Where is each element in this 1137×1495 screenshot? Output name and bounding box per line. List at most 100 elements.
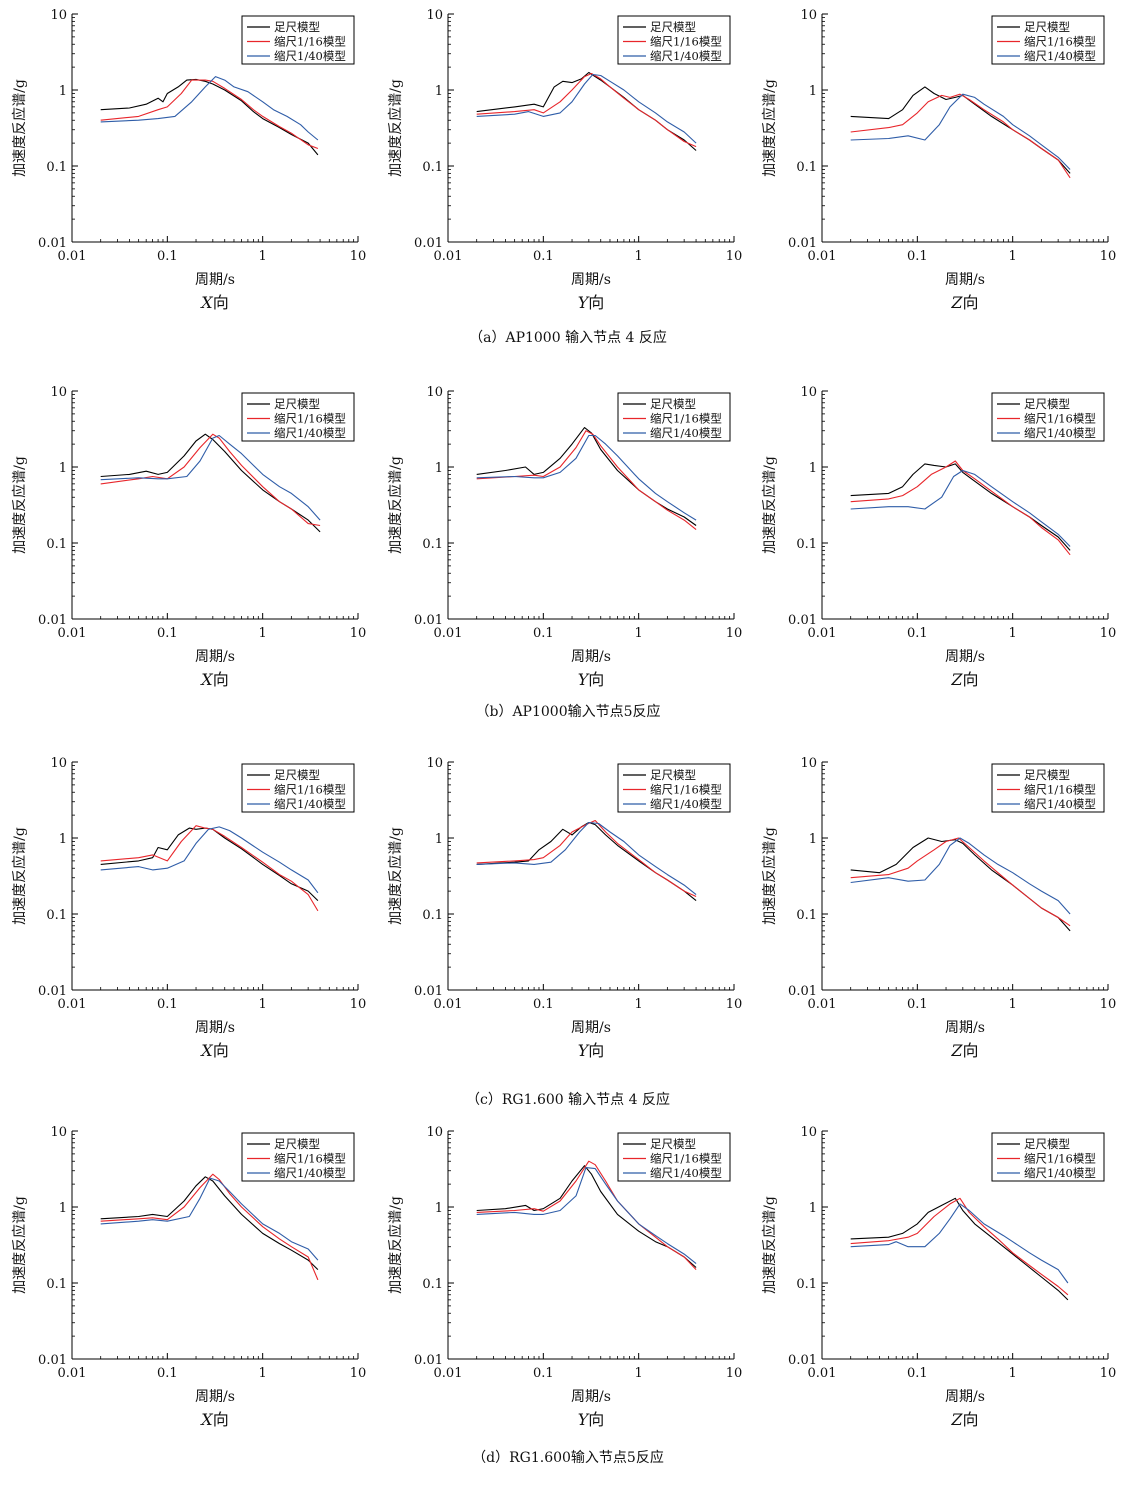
- y-tick-label: 10: [426, 385, 443, 400]
- y-tick-label: 10: [50, 385, 67, 400]
- y-tick-label: 1: [809, 84, 817, 99]
- y-tick-label: 0.01: [414, 1353, 443, 1368]
- x-tick-label: 0.1: [157, 626, 178, 641]
- series-group: [476, 819, 697, 902]
- y-tick-label: 1: [59, 84, 67, 99]
- x-tick-label: 10: [350, 249, 367, 264]
- legend-label: 缩尺1/40模型: [1024, 1166, 1096, 1180]
- x-tick-label: 0.1: [533, 249, 554, 264]
- x-tick-label: 1: [1009, 997, 1017, 1012]
- series-line: [100, 827, 319, 901]
- y-tick-label: 1: [809, 1201, 817, 1216]
- legend-label: 缩尺1/40模型: [650, 426, 722, 440]
- y-tick-label: 10: [50, 8, 67, 23]
- x-tick-label: 0.1: [533, 997, 554, 1012]
- y-axis-title: 加速度反应谱/g: [11, 456, 28, 554]
- chart-panel: 0.01 0.1 1 10 10 1 0.1 0.01 周期/s 加速度反应谱/g Z向 足尺模型缩尺…: [761, 385, 1116, 689]
- y-axis-title: 加速度反应谱/g: [387, 827, 404, 925]
- y-tick-label: 1: [435, 832, 443, 847]
- y-tick-label: 0.01: [414, 984, 443, 999]
- x-tick-label: 1: [635, 1366, 643, 1381]
- legend-label: 缩尺1/40模型: [650, 797, 722, 811]
- y-axis-title: 加速度反应谱/g: [761, 1196, 778, 1294]
- x-tick-label: 1: [635, 997, 643, 1012]
- direction-label: Z向: [950, 293, 978, 312]
- x-tick-label: 1: [259, 626, 267, 641]
- series-line: [100, 1176, 319, 1270]
- x-tick-label: 0.01: [808, 626, 837, 641]
- x-tick-label: 0.01: [808, 249, 837, 264]
- y-tick-label: 0.01: [38, 1353, 67, 1368]
- series-line: [100, 433, 321, 533]
- x-tick-label: 1: [259, 1366, 267, 1381]
- legend-label: 足尺模型: [274, 768, 320, 782]
- x-axis-title: 周期/s: [195, 1020, 235, 1036]
- x-tick-label: 0.01: [58, 997, 87, 1012]
- y-tick-label: 10: [50, 756, 67, 771]
- y-axis-title: 加速度反应谱/g: [11, 827, 28, 925]
- chart-panel: 0.01 0.1 1 10 10 1 0.1 0.01 周期/s 加速度反应谱/g X向 足尺模型缩尺…: [11, 1125, 366, 1429]
- x-tick-label: 0.01: [434, 997, 463, 1012]
- chart-panel: 0.01 0.1 1 10 10 1 0.1 0.01 周期/s 加速度反应谱/g Y向 足尺模型缩尺…: [387, 8, 742, 312]
- series-line: [850, 93, 1071, 170]
- chart-panel: 0.01 0.1 1 10 10 1 0.1 0.01 周期/s 加速度反应谱/g Z向 足尺模型缩尺…: [761, 756, 1116, 1060]
- y-tick-label: 0.1: [422, 537, 443, 552]
- legend-label: 缩尺1/40模型: [650, 49, 722, 63]
- y-axis-title: 加速度反应谱/g: [387, 79, 404, 177]
- legend-label: 缩尺1/16模型: [274, 783, 346, 797]
- legend-label: 足尺模型: [650, 20, 696, 34]
- x-tick-label: 10: [350, 1366, 367, 1381]
- legend-label: 足尺模型: [274, 20, 320, 34]
- x-tick-label: 0.1: [907, 249, 928, 264]
- y-tick-label: 10: [50, 1125, 67, 1140]
- series-line: [850, 463, 1071, 551]
- series-line: [850, 1197, 1069, 1301]
- y-tick-label: 0.1: [422, 908, 443, 923]
- chart-panel: 0.01 0.1 1 10 10 1 0.1 0.01 周期/s 加速度反应谱/g X向 足尺模型缩尺…: [11, 756, 366, 1060]
- y-axis-title: 加速度反应谱/g: [11, 1196, 28, 1294]
- y-tick-label: 10: [800, 1125, 817, 1140]
- y-tick-label: 0.01: [788, 236, 817, 251]
- x-tick-label: 1: [1009, 249, 1017, 264]
- legend-label: 缩尺1/16模型: [1024, 412, 1096, 426]
- legend-label: 缩尺1/16模型: [274, 35, 346, 49]
- series-line: [850, 1197, 1069, 1296]
- x-axis-title: 周期/s: [945, 272, 985, 288]
- series-line: [100, 1177, 319, 1261]
- series-line: [100, 78, 319, 156]
- legend-label: 缩尺1/16模型: [650, 1152, 722, 1166]
- series-line: [476, 1167, 697, 1265]
- legend-label: 足尺模型: [1024, 1137, 1070, 1151]
- figure-caption: （d）RG1.600输入节点5反应: [472, 1449, 664, 1466]
- chart-panel: 0.01 0.1 1 10 10 1 0.1 0.01 周期/s 加速度反应谱/g Y向 足尺模型缩尺…: [387, 1125, 742, 1429]
- x-tick-label: 0.1: [907, 626, 928, 641]
- x-tick-label: 0.01: [58, 249, 87, 264]
- series-line: [850, 837, 1071, 915]
- legend-label: 缩尺1/40模型: [274, 797, 346, 811]
- y-tick-label: 0.01: [788, 984, 817, 999]
- series-line: [850, 469, 1071, 547]
- x-tick-label: 0.1: [533, 626, 554, 641]
- series-line: [476, 1165, 697, 1268]
- series-group: [850, 837, 1071, 932]
- direction-label: Y向: [578, 293, 605, 312]
- x-tick-label: 0.1: [157, 997, 178, 1012]
- x-axis-title: 周期/s: [571, 272, 611, 288]
- direction-label: Z向: [950, 670, 978, 689]
- x-tick-label: 0.1: [907, 1366, 928, 1381]
- x-tick-label: 10: [350, 997, 367, 1012]
- y-tick-label: 10: [426, 8, 443, 23]
- series-line: [100, 76, 319, 141]
- legend-label: 缩尺1/16模型: [274, 412, 346, 426]
- series-line: [476, 72, 697, 148]
- series-group: [850, 460, 1071, 556]
- series-group: [850, 86, 1071, 179]
- x-axis-title: 周期/s: [195, 272, 235, 288]
